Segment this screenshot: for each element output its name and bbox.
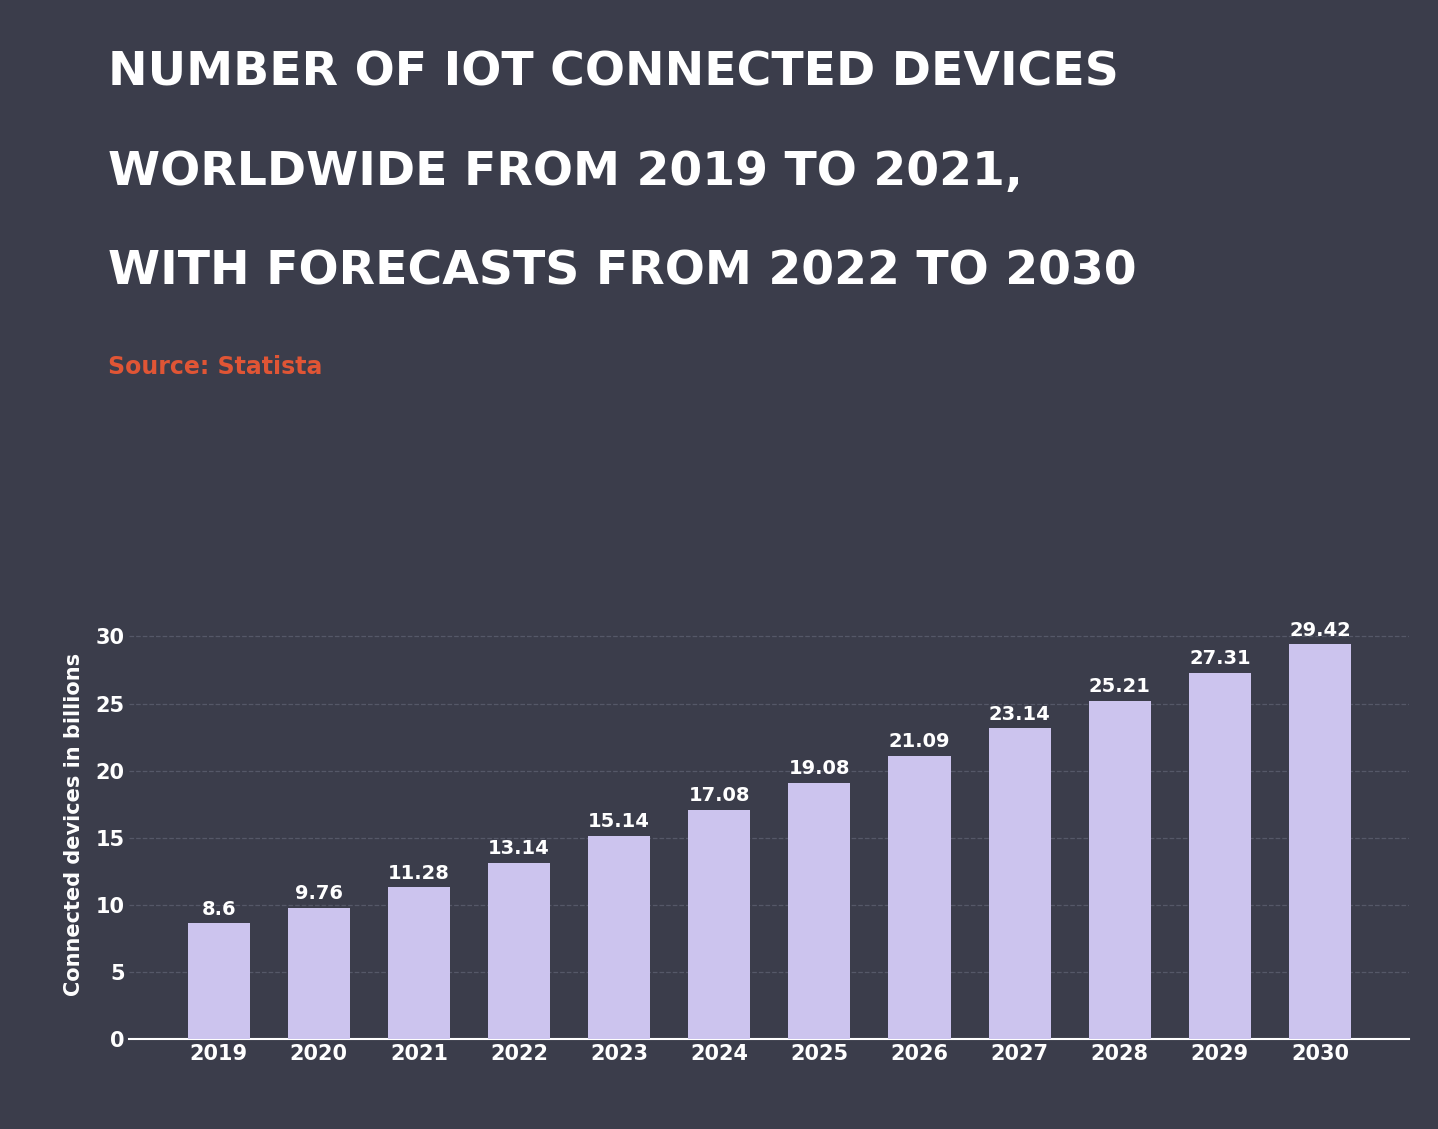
Bar bbox=[487, 863, 551, 1039]
Text: 9.76: 9.76 bbox=[295, 884, 342, 903]
Text: Source: Statista: Source: Statista bbox=[108, 355, 322, 378]
Text: 27.31: 27.31 bbox=[1189, 649, 1251, 668]
Text: 25.21: 25.21 bbox=[1089, 677, 1150, 695]
Text: 19.08: 19.08 bbox=[788, 759, 850, 778]
Text: WITH FORECASTS FROM 2022 TO 2030: WITH FORECASTS FROM 2022 TO 2030 bbox=[108, 250, 1136, 295]
Text: 21.09: 21.09 bbox=[889, 733, 951, 751]
Bar bbox=[1288, 645, 1352, 1039]
Text: NUMBER OF IOT CONNECTED DEVICES: NUMBER OF IOT CONNECTED DEVICES bbox=[108, 51, 1119, 96]
Text: 8.6: 8.6 bbox=[201, 900, 236, 919]
Bar bbox=[689, 809, 751, 1039]
Text: 15.14: 15.14 bbox=[588, 812, 650, 831]
Bar bbox=[388, 887, 450, 1039]
Bar bbox=[187, 924, 250, 1039]
Text: 29.42: 29.42 bbox=[1288, 621, 1350, 639]
Bar bbox=[288, 908, 349, 1039]
Text: 17.08: 17.08 bbox=[689, 786, 751, 805]
Bar bbox=[889, 756, 951, 1039]
Bar bbox=[788, 782, 850, 1039]
Bar bbox=[588, 835, 650, 1039]
Bar bbox=[988, 728, 1051, 1039]
Text: 13.14: 13.14 bbox=[487, 839, 549, 858]
Text: 11.28: 11.28 bbox=[388, 864, 450, 883]
Bar bbox=[1089, 701, 1150, 1039]
Bar bbox=[1189, 673, 1251, 1039]
Y-axis label: Connected devices in billions: Connected devices in billions bbox=[65, 653, 85, 996]
Text: 23.14: 23.14 bbox=[989, 704, 1051, 724]
Text: WORLDWIDE FROM 2019 TO 2021,: WORLDWIDE FROM 2019 TO 2021, bbox=[108, 150, 1022, 195]
